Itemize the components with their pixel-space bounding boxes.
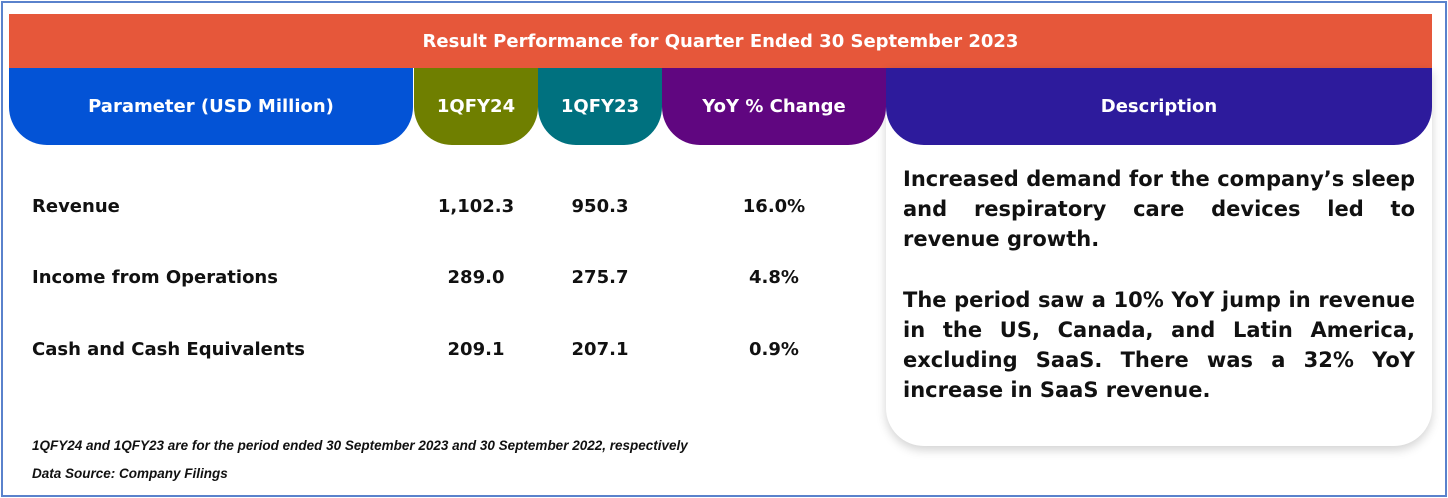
row-label: Revenue <box>32 196 120 217</box>
header-1qfy24-label: 1QFY24 <box>436 96 516 117</box>
row-1qfy23-value: 275.7 <box>571 267 629 288</box>
header-description: Description <box>886 68 1432 145</box>
row-yoy-value: 4.8% <box>749 267 799 288</box>
page-title: Result Performance for Quarter Ended 30 … <box>422 30 1019 52</box>
header-yoy-change: YoY % Change <box>662 68 886 145</box>
header-description-label: Description <box>1100 96 1218 117</box>
row-1qfy24-value: 1,102.3 <box>437 196 515 217</box>
row-yoy-value: 16.0% <box>742 196 806 217</box>
table-row: Income from Operations 289.0 275.7 4.8% <box>0 263 880 293</box>
header-1qfy23: 1QFY23 <box>538 68 662 145</box>
row-1qfy24-value: 289.0 <box>447 267 505 288</box>
row-1qfy23-value: 207.1 <box>571 339 629 360</box>
table-row: Revenue 1,102.3 950.3 16.0% <box>0 192 880 222</box>
footnote-source: Data Source: Company Filings <box>32 466 228 481</box>
description-paragraph-2: The period saw a 10% YoY jump in revenue… <box>903 288 1415 402</box>
row-label: Income from Operations <box>32 267 278 288</box>
footnote-period: 1QFY24 and 1QFY23 are for the period end… <box>32 438 688 453</box>
row-yoy-value: 0.9% <box>749 339 799 360</box>
row-1qfy24-value: 209.1 <box>447 339 505 360</box>
table-row: Cash and Cash Equivalents 209.1 207.1 0.… <box>0 335 880 365</box>
row-label: Cash and Cash Equivalents <box>32 339 305 360</box>
row-1qfy23-value: 950.3 <box>571 196 629 217</box>
description-paragraph-1: Increased demand for the company’s sleep… <box>903 167 1415 251</box>
header-1qfy23-label: 1QFY23 <box>560 96 640 117</box>
header-parameter: Parameter (USD Million) <box>9 68 413 145</box>
header-parameter-label: Parameter (USD Million) <box>88 96 334 117</box>
header-yoy-label: YoY % Change <box>702 96 846 117</box>
header-1qfy24: 1QFY24 <box>414 68 538 145</box>
title-banner: Result Performance for Quarter Ended 30 … <box>9 14 1432 68</box>
